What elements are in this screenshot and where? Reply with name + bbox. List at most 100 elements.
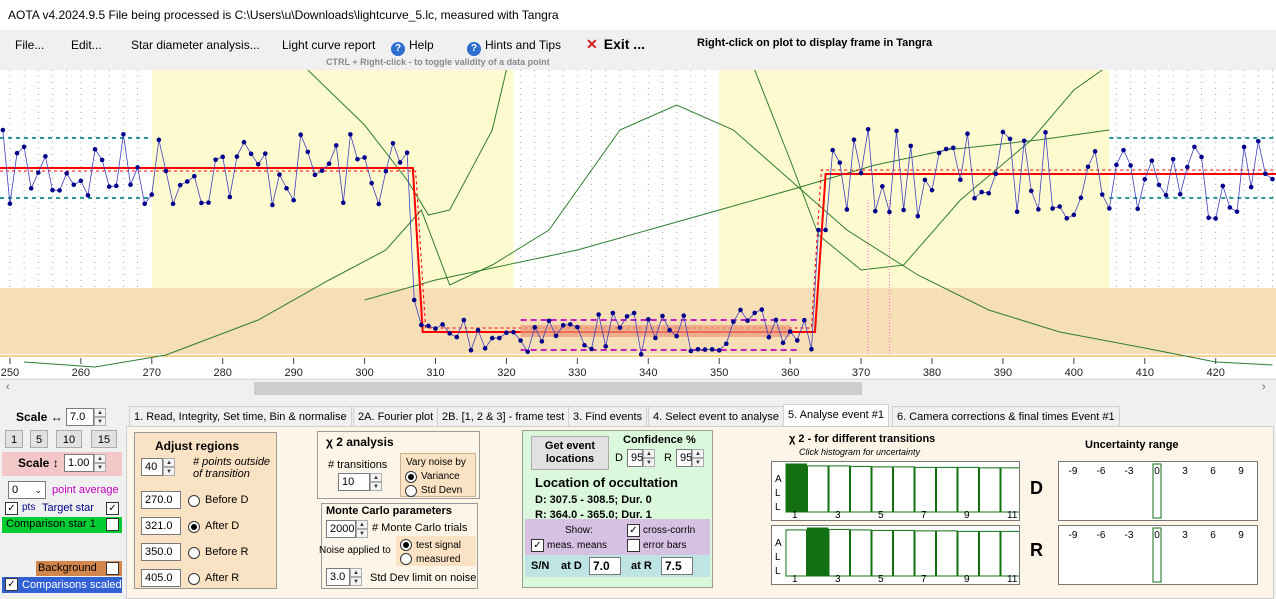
scale-v-up[interactable]: ▲ <box>94 454 106 463</box>
data-point <box>362 155 367 160</box>
confidence-r-up[interactable]: ▲ <box>692 449 704 458</box>
data-point <box>1000 129 1006 135</box>
scale-v-down[interactable]: ▼ <box>94 463 106 472</box>
scale-5-button[interactable]: 5 <box>30 430 48 448</box>
uncertainty-tick-label: -3 <box>1125 466 1134 477</box>
point-average-select[interactable]: 0 ⌄ <box>8 481 46 499</box>
menu-edit[interactable]: Edit... <box>71 38 102 52</box>
get-event-locations-button[interactable]: Get event locations <box>531 436 609 470</box>
menu-light-curve-report[interactable]: Light curve report <box>282 38 376 52</box>
data-point <box>631 310 637 316</box>
uncertainty-tick-label: 0 <box>1154 466 1160 477</box>
tab-read-integrity[interactable]: 1. Read, Integrity, Set time, Bin & norm… <box>129 406 352 426</box>
monte-carlo-trials-input[interactable]: 2000 <box>326 520 356 538</box>
event-band <box>0 288 1276 354</box>
data-point <box>1135 206 1140 212</box>
data-point <box>709 347 715 352</box>
menu-file[interactable]: File... <box>15 38 45 52</box>
tab-fourier-plot[interactable]: 2A. Fourier plot <box>353 406 439 426</box>
data-point <box>404 150 410 155</box>
before-r-radio[interactable] <box>188 547 200 559</box>
scroll-right-icon[interactable]: › <box>1262 381 1266 393</box>
show-options-box: Show: ✓ cross-corrln ✓ meas. means error… <box>525 519 710 555</box>
transitions-down[interactable]: ▼ <box>370 482 382 491</box>
data-point <box>489 335 495 341</box>
tab-analyse-event[interactable]: 5. Analyse event #1 <box>783 404 890 427</box>
after-d-input[interactable]: 321.0 <box>141 517 181 535</box>
menu-help[interactable]: ? Help <box>391 38 434 56</box>
chi-bar <box>871 529 893 577</box>
confidence-r-input[interactable]: 95 <box>676 449 692 467</box>
menu-hints[interactable]: ? Hints and Tips <box>467 38 561 56</box>
comparison-star-1-checkbox[interactable] <box>106 518 119 531</box>
before-d-region <box>151 70 514 288</box>
confidence-r-down[interactable]: ▼ <box>692 458 704 467</box>
std-devn-radio[interactable] <box>405 485 417 497</box>
monte-carlo-trials-down[interactable]: ▼ <box>356 529 368 538</box>
x-tick-label: 310 <box>426 367 444 378</box>
points-outside-down[interactable]: ▼ <box>163 467 175 476</box>
light-curve-plot[interactable]: 250 260 270 280 290 300 310 320 330 340 350 360 370 3… <box>0 70 1276 378</box>
after-d-radio[interactable] <box>188 521 200 533</box>
meas-means-checkbox[interactable]: ✓ <box>531 539 544 552</box>
after-r-input[interactable]: 405.0 <box>141 569 181 587</box>
transitions-up[interactable]: ▲ <box>370 473 382 482</box>
measured-radio[interactable] <box>400 553 412 565</box>
sd-limit-down[interactable]: ▼ <box>350 577 362 586</box>
cross-corrln-checkbox[interactable]: ✓ <box>627 524 640 537</box>
tab-select-event[interactable]: 4. Select event to analyse <box>648 406 784 426</box>
background-checkbox[interactable] <box>106 562 119 575</box>
before-d-input[interactable]: 270.0 <box>141 491 181 509</box>
data-point <box>972 195 977 201</box>
before-d-radio[interactable] <box>188 495 200 507</box>
all-letter: L <box>775 566 781 577</box>
scroll-left-icon[interactable]: ‹ <box>6 381 10 393</box>
target-star-checkbox[interactable]: ✓ <box>106 502 119 515</box>
chi-d-histogram[interactable]: A L L 1 3 5 7 9 11 <box>771 461 1022 521</box>
tab-camera-corrections[interactable]: 6. Camera corrections & final times Even… <box>892 406 1120 426</box>
uncertainty-zero-bar <box>1152 527 1162 583</box>
scale-15-button[interactable]: 15 <box>91 430 117 448</box>
chi-r-histogram[interactable]: A L L 1 3 5 7 9 11 <box>771 525 1022 585</box>
monte-carlo-trials-up[interactable]: ▲ <box>356 520 368 529</box>
sd-limit-input[interactable]: 3.0 <box>326 568 350 586</box>
data-point <box>1071 212 1077 218</box>
data-point <box>348 132 353 137</box>
plot-scrollbar[interactable]: ‹ › <box>0 379 1276 396</box>
scale-10-button[interactable]: 10 <box>56 430 82 448</box>
scale-h-down[interactable]: ▼ <box>94 417 106 426</box>
comparisons-scaled-checkbox[interactable]: ✓ <box>5 578 18 591</box>
test-signal-radio[interactable] <box>400 539 412 551</box>
data-point <box>440 322 445 327</box>
confidence-d-input[interactable]: 95 <box>627 449 643 467</box>
scale-1-button[interactable]: 1 <box>5 430 23 448</box>
scrollbar-thumb[interactable] <box>254 382 862 395</box>
data-point <box>823 227 828 233</box>
variance-radio[interactable] <box>405 471 417 483</box>
points-outside-up[interactable]: ▲ <box>163 458 175 467</box>
before-r-input[interactable]: 350.0 <box>141 543 181 561</box>
confidence-label: Confidence % <box>623 434 696 446</box>
transitions-input[interactable]: 10 <box>338 473 370 491</box>
data-point <box>624 314 630 319</box>
menu-star-diameter[interactable]: Star diameter analysis... <box>131 38 260 52</box>
tab-find-events[interactable]: 3. Find events <box>568 406 648 426</box>
after-r-radio[interactable] <box>188 573 200 585</box>
chi-curve-main <box>24 104 1273 368</box>
confidence-d-down[interactable]: ▼ <box>643 458 655 467</box>
scale-h-input[interactable]: 7.0 <box>66 408 94 426</box>
sd-limit-up[interactable]: ▲ <box>350 568 362 577</box>
data-point <box>738 307 743 313</box>
error-bars-checkbox[interactable] <box>627 539 640 552</box>
data-point <box>695 347 701 352</box>
tab-frame-test[interactable]: 2B. [1, 2 & 3] - frame test <box>437 406 570 426</box>
menu-exit[interactable]: ✕ Exit ... <box>586 36 645 53</box>
points-outside-input[interactable]: 40 <box>141 458 163 476</box>
data-point <box>461 317 467 323</box>
pts-checkbox[interactable]: ✓ <box>5 502 18 515</box>
confidence-d-up[interactable]: ▲ <box>643 449 655 458</box>
scale-h-up[interactable]: ▲ <box>94 408 106 417</box>
scale-v-input[interactable]: 1.00 <box>64 454 94 472</box>
